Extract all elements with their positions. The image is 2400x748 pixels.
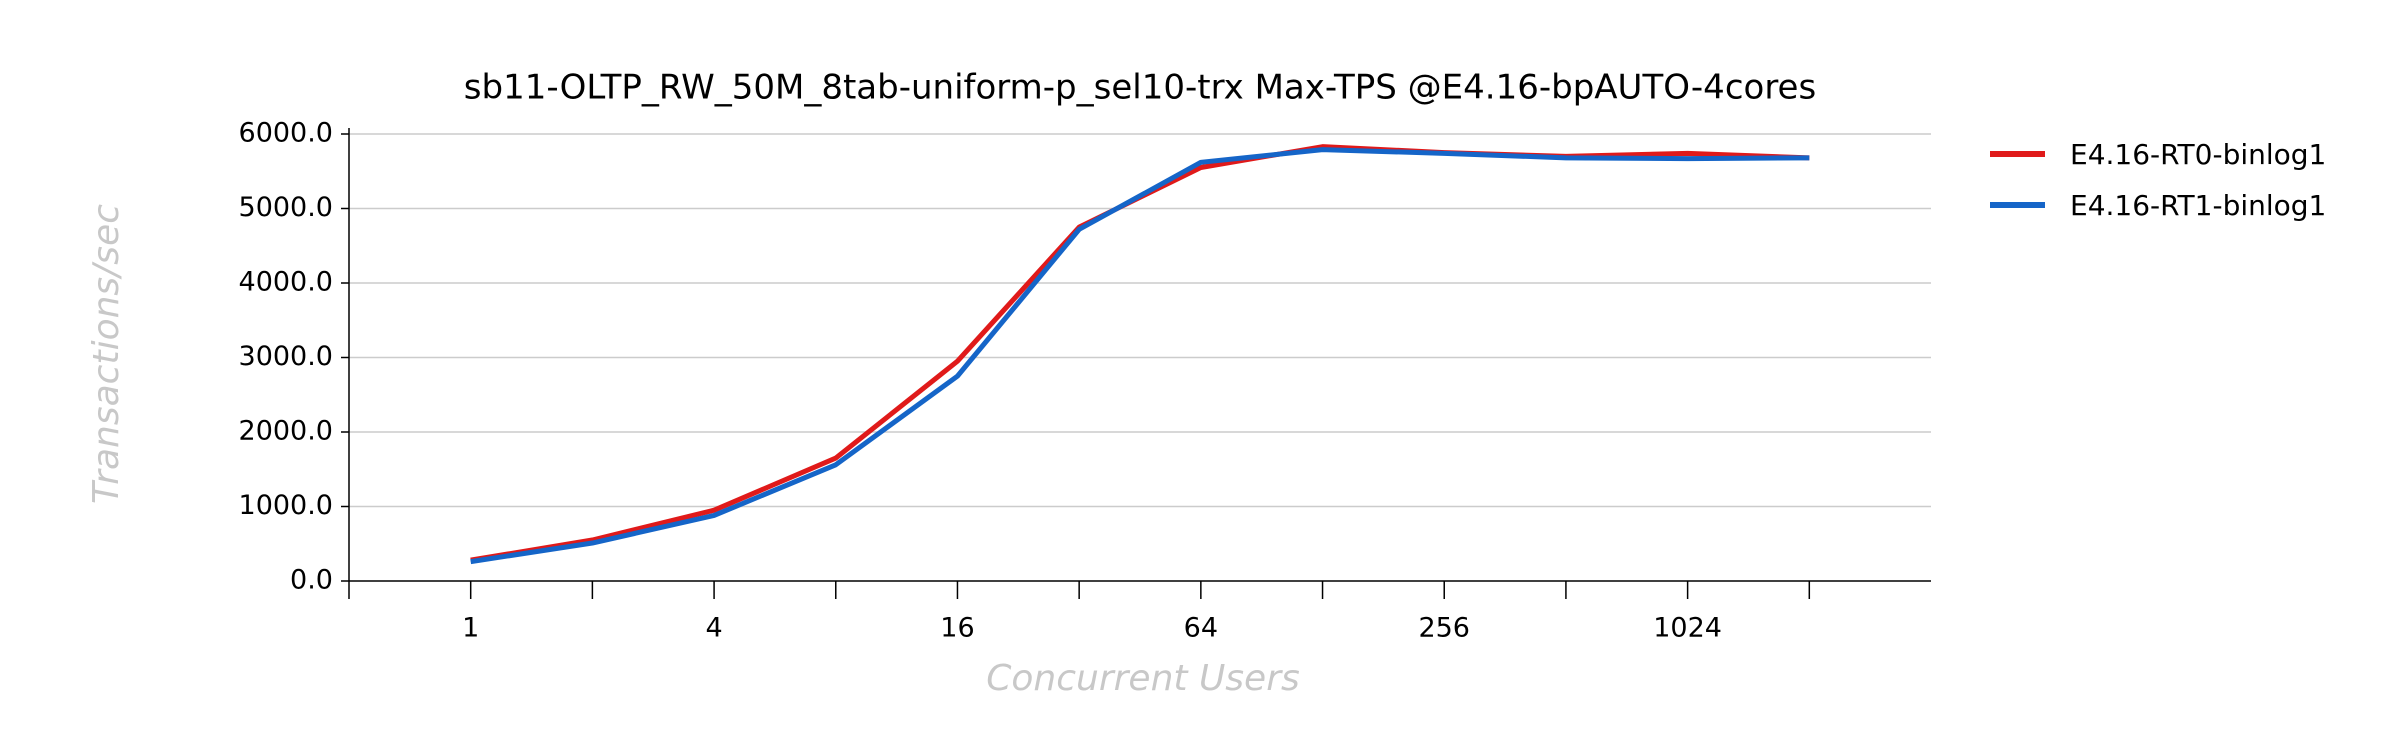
series-line — [470, 147, 1810, 565]
chart-title: sb11-OLTP_RW_50M_8tab-uniform-p_sel10-tr… — [464, 68, 1816, 108]
x-tick-label: 256 — [1418, 613, 1470, 644]
x-tick-label: 1024 — [1653, 613, 1722, 644]
y-tick-label: 6000.0 — [239, 118, 333, 149]
y-tick-label: 0.0 — [290, 565, 333, 596]
x-tick-label: 4 — [705, 613, 722, 644]
legend-label: E4.16-RT0-binlog1 — [2070, 138, 2326, 171]
y-tick-label: 5000.0 — [239, 192, 333, 223]
x-tick-label: 1 — [462, 613, 479, 644]
legend-label: E4.16-RT1-binlog1 — [2070, 189, 2326, 222]
y-tick-label: 1000.0 — [239, 490, 333, 521]
x-axis-label: Concurrent Users — [986, 658, 1300, 699]
y-tick-label: 4000.0 — [239, 267, 333, 298]
y-tick-label: 3000.0 — [239, 341, 333, 372]
y-axis-label: Transactions/sec — [86, 204, 127, 504]
x-tick-label: 16 — [940, 613, 974, 644]
x-tick-label: 64 — [1184, 613, 1218, 644]
y-tick-label: 2000.0 — [239, 416, 333, 447]
